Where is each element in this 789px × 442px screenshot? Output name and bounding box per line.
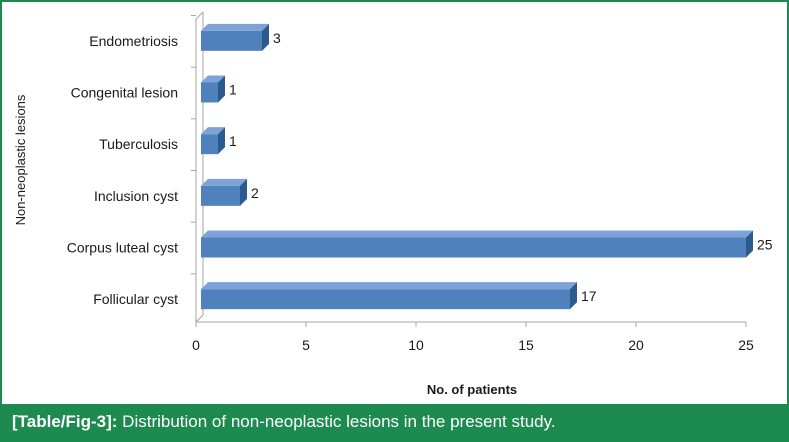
bar-top <box>201 178 247 186</box>
bar-front <box>201 185 240 206</box>
wall-top-edge <box>195 11 204 20</box>
x-tick-label: 5 <box>302 337 310 353</box>
bar-side <box>218 75 225 103</box>
floor-edge <box>195 314 204 323</box>
bar-front <box>201 30 262 51</box>
caption-tag: [Table/Fig-3]: <box>12 412 118 431</box>
figure-caption: [Table/Fig-3]: Distribution of non-neopl… <box>2 404 787 440</box>
category-label: Congenital lesion <box>71 85 178 101</box>
bar-side <box>262 23 269 51</box>
x-axis-title: No. of patients <box>427 382 517 397</box>
chart-axes <box>191 11 747 327</box>
category-label: Tuberculosis <box>99 136 178 152</box>
bar-top <box>201 230 753 238</box>
x-tick-label: 0 <box>192 337 200 353</box>
data-label: 2 <box>251 185 259 201</box>
bar-front <box>201 237 746 258</box>
bar-front <box>201 289 570 310</box>
chart-labels: 0 5 10 15 20 25 Endometriosis 3 Congenital lesio… <box>67 30 773 353</box>
caption-text: Distribution of non-neoplastic lesions i… <box>117 412 556 431</box>
chart-bars <box>201 23 753 310</box>
x-tick-label: 25 <box>738 337 754 353</box>
bar-side <box>746 230 753 258</box>
category-label: Endometriosis <box>89 33 178 49</box>
data-label: 1 <box>229 133 237 149</box>
y-axis-title: Non-neoplastic lesions <box>13 94 28 225</box>
bar-top <box>201 23 269 31</box>
x-tick-label: 20 <box>628 337 644 353</box>
bar-side <box>570 282 577 310</box>
bar-top <box>201 282 577 290</box>
bar-front <box>201 134 218 155</box>
category-label: Corpus luteal cyst <box>67 240 178 256</box>
data-label: 3 <box>273 30 281 46</box>
bar-side <box>218 127 225 155</box>
x-tick-label: 10 <box>408 337 424 353</box>
bar-top <box>201 75 225 83</box>
bar-front <box>201 82 218 103</box>
data-label: 17 <box>581 288 597 304</box>
category-label: Inclusion cyst <box>94 188 178 204</box>
bar-side <box>240 178 247 206</box>
bar-top <box>201 127 225 135</box>
data-label: 25 <box>757 237 773 253</box>
data-label: 1 <box>229 82 237 98</box>
bar-chart: 0 5 10 15 20 25 Endometriosis 3 Congenital lesio… <box>13 11 773 397</box>
category-label: Follicular cyst <box>93 291 178 307</box>
x-tick-label: 15 <box>518 337 534 353</box>
